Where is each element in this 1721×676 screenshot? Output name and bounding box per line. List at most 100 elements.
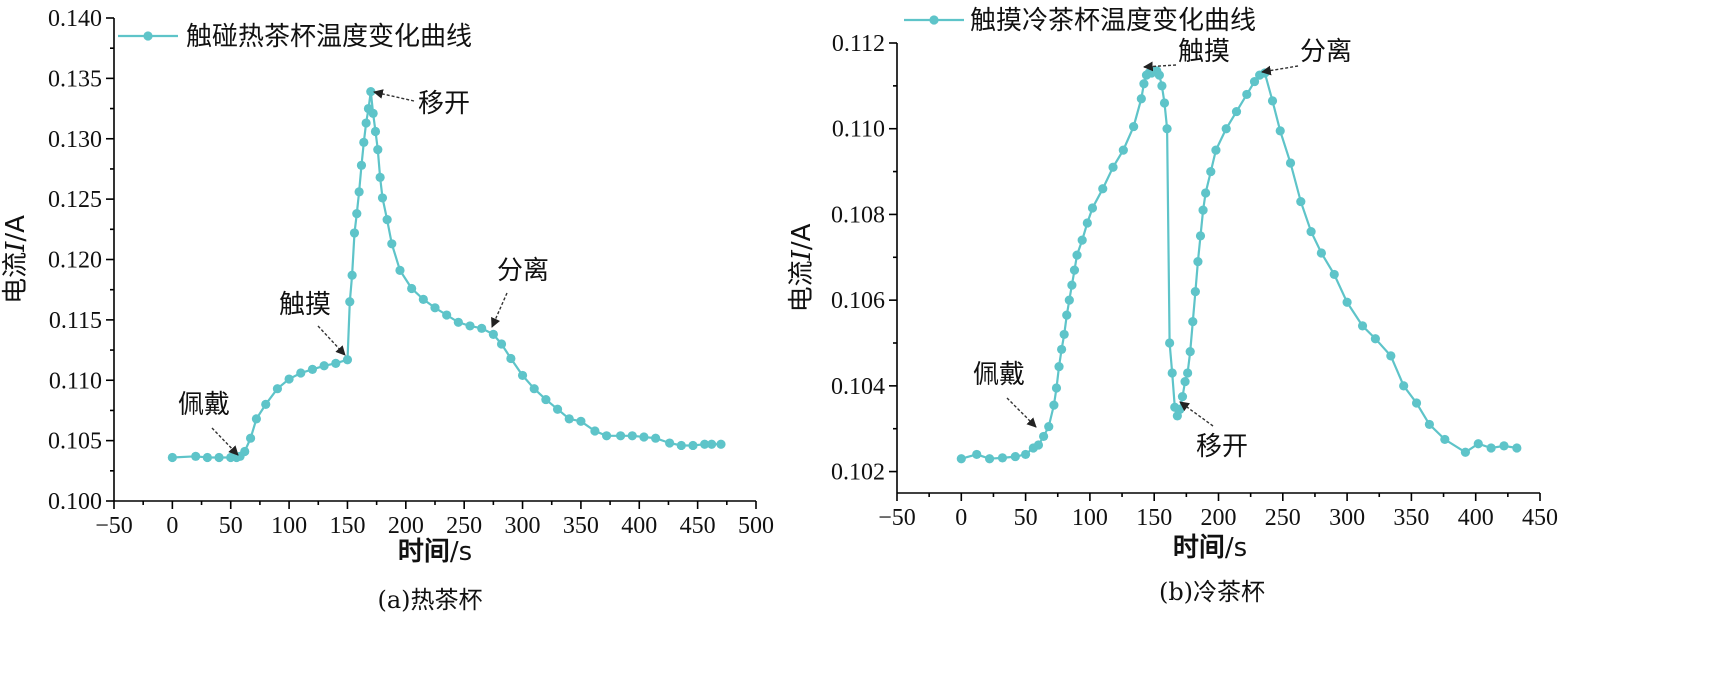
data-point [1159, 98, 1170, 108]
data-point [1049, 400, 1059, 410]
data-point [382, 215, 392, 225]
x-tick-label: 150 [1136, 505, 1172, 531]
data-point [517, 370, 528, 381]
data-point [167, 452, 177, 463]
data-point [1285, 158, 1296, 168]
data-point [997, 453, 1008, 463]
annotation-label: 佩戴 [973, 360, 1025, 390]
annotation-label: 分离 [1300, 37, 1352, 67]
data-point [477, 323, 487, 333]
data-point [1460, 447, 1471, 457]
y-tick-label: 0.135 [48, 66, 102, 92]
annotation-label: 佩戴 [178, 390, 230, 420]
data-point [1198, 205, 1208, 215]
annotation-arrow [1006, 397, 1037, 428]
x-tick-label: 300 [505, 513, 541, 539]
data-point [1357, 321, 1368, 331]
data-point [1185, 346, 1195, 357]
y-axis-title: 电流I/A [787, 223, 817, 312]
data-point [1499, 441, 1509, 451]
data-point [453, 317, 463, 327]
data-point [261, 399, 271, 409]
annotation-arrow [373, 89, 415, 102]
data-point [615, 431, 626, 441]
data-point [1082, 218, 1092, 228]
data-point [506, 353, 516, 364]
data-point [707, 439, 717, 449]
data-point [1424, 419, 1435, 430]
data-point [688, 440, 698, 451]
data-point [387, 239, 397, 249]
data-point [1206, 166, 1216, 177]
data-point [251, 414, 262, 424]
data-point [1211, 145, 1221, 155]
data-point [1411, 398, 1422, 408]
data-point [1157, 81, 1167, 91]
data-point [1275, 126, 1285, 136]
data-point [1154, 70, 1164, 80]
data-point [191, 451, 201, 461]
y-tick-label: 0.110 [832, 117, 885, 143]
annotation-arrow [211, 427, 239, 456]
data-point [1067, 280, 1077, 290]
data-point [1087, 203, 1098, 213]
data-point [347, 270, 357, 280]
data-point [1249, 76, 1260, 87]
x-tick-label: 400 [1458, 505, 1494, 531]
data-point [1069, 265, 1080, 275]
x-axis-title: 时间/s [398, 537, 472, 567]
data-point [361, 118, 371, 128]
annotation-arrow [491, 292, 508, 328]
data-point [1329, 269, 1339, 280]
data-point [366, 87, 376, 97]
data-point [1044, 421, 1054, 432]
x-tick-label: 0 [166, 513, 178, 539]
y-tick-label: 0.130 [48, 127, 102, 153]
data-point [1077, 235, 1087, 245]
data-point [627, 431, 637, 441]
x-tick-label: 200 [1201, 505, 1237, 531]
data-point [1072, 250, 1082, 260]
data-point [1386, 351, 1396, 361]
annotation-label: 分离 [497, 256, 549, 286]
data-point [576, 416, 586, 426]
data-point [552, 404, 563, 414]
data-point [1473, 439, 1483, 449]
data-point [1064, 295, 1074, 305]
data-point [665, 438, 675, 448]
data-point [1175, 404, 1185, 415]
data-point [956, 454, 966, 464]
panel-a: −50 0 50 100 150 200 250 300 350 400 450 500 0.100 0.… [1, 6, 774, 614]
x-tick-label: 200 [388, 513, 424, 539]
data-point [370, 126, 381, 137]
y-tick-label: 0.115 [49, 308, 102, 334]
annotation-label: 移开 [418, 89, 470, 119]
annotation-label: 触摸 [279, 290, 331, 320]
data-point [1051, 383, 1062, 393]
data-point [529, 384, 539, 394]
data-point [984, 454, 995, 464]
data-point [375, 172, 385, 182]
data-point [345, 297, 355, 307]
series-line [961, 69, 1518, 460]
data-point [564, 414, 574, 424]
annotation-label: 触摸 [1178, 37, 1230, 67]
data-point [496, 339, 507, 349]
data-point [1306, 226, 1316, 237]
x-tick-label: 50 [219, 513, 243, 539]
data-point [1242, 89, 1252, 100]
legend-marker [929, 15, 939, 25]
data-point [1370, 334, 1380, 344]
data-point [1296, 196, 1306, 207]
data-point [373, 145, 383, 155]
annotation-arrow [1143, 61, 1177, 72]
x-tick-label: 0 [955, 505, 967, 531]
x-tick-label: −50 [95, 513, 133, 539]
data-point [319, 361, 329, 371]
data-point [676, 440, 686, 451]
x-tick-label: 150 [329, 513, 365, 539]
data-point [1267, 96, 1278, 106]
x-tick-label: −50 [878, 505, 916, 531]
x-tick-label: 250 [1265, 505, 1301, 531]
y-tick-label: 0.105 [48, 429, 102, 455]
